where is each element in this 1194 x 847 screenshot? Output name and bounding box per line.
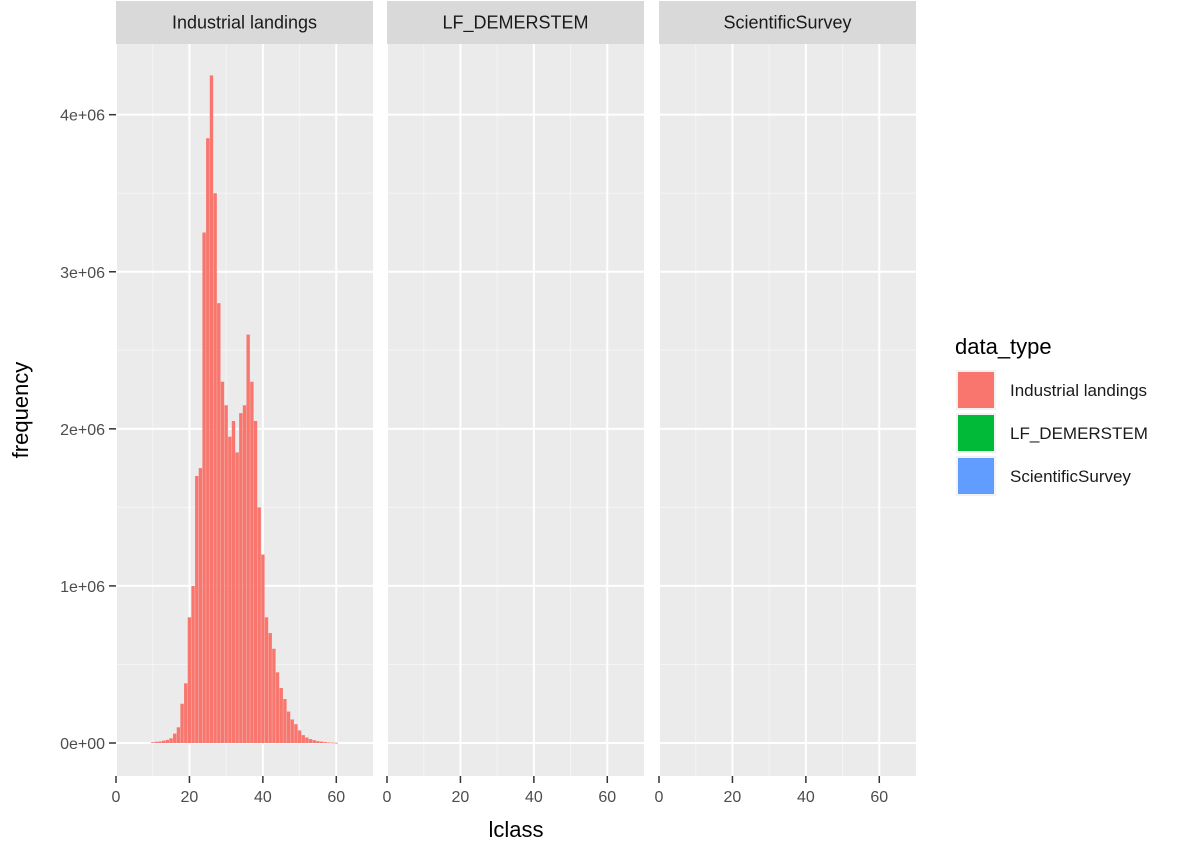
histogram-bar bbox=[261, 554, 265, 744]
histogram-bar bbox=[162, 740, 166, 744]
x-tick-label: 20 bbox=[181, 789, 199, 806]
histogram-bar bbox=[154, 741, 159, 744]
legend: data_type Industrial landings LF_DEMERSTE… bbox=[955, 334, 1148, 496]
histogram-bar bbox=[191, 585, 195, 744]
histogram-bar bbox=[297, 730, 302, 744]
y-tick-label: 2e+06 bbox=[60, 422, 105, 439]
histogram-bar bbox=[151, 742, 155, 744]
facet-strip-label: Industrial landings bbox=[172, 13, 317, 33]
y-axis-title: frequency bbox=[8, 362, 33, 459]
x-tick-label: 40 bbox=[525, 789, 543, 806]
legend-key-swatch bbox=[958, 415, 994, 451]
histogram-bar bbox=[272, 648, 276, 744]
histogram-bar bbox=[316, 741, 320, 744]
histogram-bar bbox=[165, 739, 170, 744]
histogram-bar bbox=[286, 711, 291, 744]
histogram-bar bbox=[169, 738, 173, 744]
histogram-bar bbox=[242, 405, 247, 744]
histogram-bar bbox=[239, 413, 243, 744]
histogram-bar bbox=[202, 232, 206, 744]
histogram-bar bbox=[209, 75, 214, 744]
x-tick-label: 0 bbox=[383, 789, 392, 806]
histogram-bar bbox=[235, 452, 239, 744]
x-tick-label: 40 bbox=[254, 789, 272, 806]
facet-panels: Industrial landings LF_DEMERSTEM Scientifi… bbox=[115, 1, 916, 776]
histogram-bar bbox=[198, 468, 203, 744]
facet-panel-0: Industrial landings bbox=[115, 1, 373, 776]
facet-panel-1: LF_DEMERSTEM bbox=[386, 1, 644, 776]
histogram-bar bbox=[253, 420, 258, 744]
histogram-bar bbox=[301, 735, 305, 744]
histogram-bar bbox=[173, 733, 177, 744]
x-tick-label: 60 bbox=[870, 789, 888, 806]
histogram-bar bbox=[257, 507, 261, 744]
histogram-bar bbox=[187, 617, 192, 744]
histogram-bar bbox=[275, 672, 280, 744]
histogram-bar bbox=[180, 703, 184, 744]
legend-key-swatch bbox=[958, 372, 994, 408]
histogram-bar bbox=[290, 719, 294, 744]
legend-entry-label: Industrial landings bbox=[1010, 381, 1147, 400]
histogram-bar bbox=[224, 405, 228, 744]
legend-entry-label: LF_DEMERSTEM bbox=[1010, 424, 1148, 443]
histogram-bar bbox=[279, 688, 283, 744]
legend-key-swatch bbox=[958, 458, 994, 494]
x-tick-label: 20 bbox=[452, 789, 470, 806]
histogram-bar bbox=[217, 303, 221, 744]
histogram-bar bbox=[319, 741, 324, 744]
legend-title: data_type bbox=[955, 334, 1052, 359]
histogram-bar bbox=[246, 334, 250, 744]
facet-strip-label: LF_DEMERSTEM bbox=[442, 13, 588, 34]
histogram-bar bbox=[184, 683, 188, 744]
y-tick-label: 0e+00 bbox=[60, 736, 105, 753]
histogram-bar bbox=[305, 737, 309, 744]
histogram-bar bbox=[228, 436, 232, 744]
facet-panel-2: ScientificSurvey bbox=[658, 1, 916, 776]
histogram-bar bbox=[268, 633, 272, 744]
histogram-bar bbox=[264, 617, 269, 744]
y-axis: 0e+00 1e+06 2e+06 3e+06 4e+06 bbox=[60, 108, 116, 753]
histogram-bar bbox=[206, 138, 210, 744]
x-axis-title: lclass bbox=[488, 817, 543, 842]
x-tick-label: 20 bbox=[724, 789, 742, 806]
histogram-bar bbox=[312, 740, 316, 744]
histogram-bar bbox=[220, 381, 225, 744]
x-tick-label: 0 bbox=[112, 789, 121, 806]
histogram-bar bbox=[334, 742, 338, 744]
histogram-bar bbox=[231, 420, 236, 744]
y-tick-label: 3e+06 bbox=[60, 265, 105, 282]
histogram-bar bbox=[176, 727, 181, 744]
facet-strip-label: ScientificSurvey bbox=[723, 13, 851, 33]
x-tick-label: 0 bbox=[655, 789, 664, 806]
y-tick-label: 1e+06 bbox=[60, 579, 105, 596]
histogram-bar bbox=[213, 193, 217, 744]
histogram-bar bbox=[308, 739, 313, 744]
panel-background bbox=[387, 44, 644, 776]
histogram-bar bbox=[283, 699, 287, 744]
x-axes: 0 20 40 60 0 20 40 60 0 20 40 60 bbox=[112, 776, 888, 806]
y-tick-label: 4e+06 bbox=[60, 108, 105, 125]
histogram-bar bbox=[250, 381, 254, 744]
panel-background bbox=[659, 44, 916, 776]
x-tick-label: 60 bbox=[327, 789, 345, 806]
histogram-bar bbox=[323, 742, 327, 744]
histogram-bar bbox=[294, 724, 298, 744]
legend-entry-label: ScientificSurvey bbox=[1010, 467, 1131, 486]
histogram-bar bbox=[195, 475, 199, 744]
x-tick-label: 60 bbox=[598, 789, 616, 806]
x-tick-label: 40 bbox=[797, 789, 815, 806]
facet-strip bbox=[659, 1, 916, 44]
histogram-bar bbox=[158, 741, 162, 744]
histogram-bar bbox=[330, 742, 335, 744]
facet-strip bbox=[387, 1, 644, 44]
histogram-bar bbox=[327, 742, 331, 744]
facet-strip bbox=[116, 1, 373, 44]
